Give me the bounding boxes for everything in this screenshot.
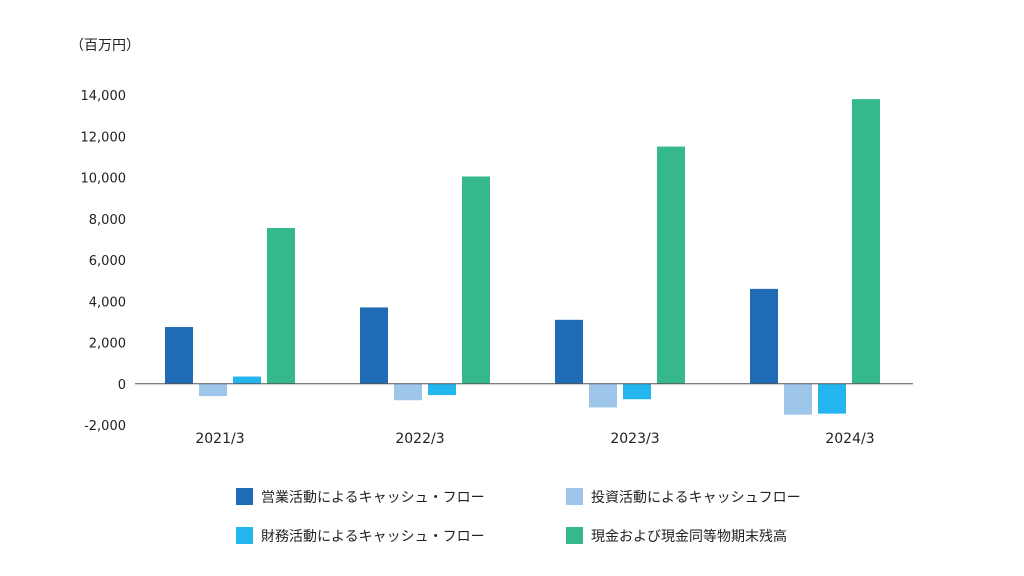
legend: 営業活動によるキャッシュ・フロー 投資活動によるキャッシュフロー財務活動によるキャ… — [236, 488, 801, 545]
legend-swatch — [566, 488, 583, 505]
bar — [233, 376, 261, 384]
legend-label: 現金および現金同等物期末残高 — [591, 528, 787, 545]
legend-swatch — [236, 488, 253, 505]
bar — [267, 228, 295, 384]
legend-swatch — [236, 527, 253, 544]
category-label: 2024/3 — [825, 431, 874, 447]
bar — [199, 383, 227, 397]
bar — [589, 383, 617, 408]
category-label: 2022/3 — [395, 431, 444, 447]
y-tick-label: 10,000 — [81, 172, 127, 187]
bar — [555, 319, 583, 384]
category-label: 2021/3 — [195, 431, 244, 447]
bar — [657, 146, 685, 384]
y-tick-label: -2,000 — [84, 419, 126, 434]
y-axis-ticks: 14,000 12,000 10,000 8,000 6,000 4,000 2,000 0 -… — [81, 89, 127, 434]
category-label: 2023/3 — [610, 431, 659, 447]
legend-label: 営業活動によるキャッシュ・フロー — [261, 490, 485, 506]
bar — [852, 99, 880, 384]
y-tick-label: 4,000 — [89, 295, 126, 310]
bar — [462, 176, 490, 384]
bar — [623, 383, 651, 400]
bar — [165, 327, 193, 384]
unit-label: （百万円） — [70, 38, 140, 54]
bar — [394, 383, 422, 401]
bars — [165, 99, 880, 415]
y-tick-label: 2,000 — [89, 337, 126, 352]
bar — [750, 288, 778, 384]
legend-label: 財務活動によるキャッシュ・フロー — [261, 529, 485, 545]
y-tick-label: 0 — [118, 378, 126, 393]
bar — [360, 307, 388, 384]
y-tick-label: 8,000 — [89, 213, 126, 228]
y-tick-label: 12,000 — [81, 130, 127, 145]
bar — [428, 383, 456, 396]
y-tick-label: 6,000 — [89, 254, 126, 269]
x-axis-categories: 2021/3 2022/3 2023/3 2024/3 — [195, 431, 874, 447]
y-tick-label: 14,000 — [81, 89, 127, 104]
bar — [818, 383, 846, 414]
legend-label: 投資活動によるキャッシュフロー — [591, 490, 801, 506]
legend-swatch — [566, 527, 583, 544]
bar — [784, 383, 812, 415]
